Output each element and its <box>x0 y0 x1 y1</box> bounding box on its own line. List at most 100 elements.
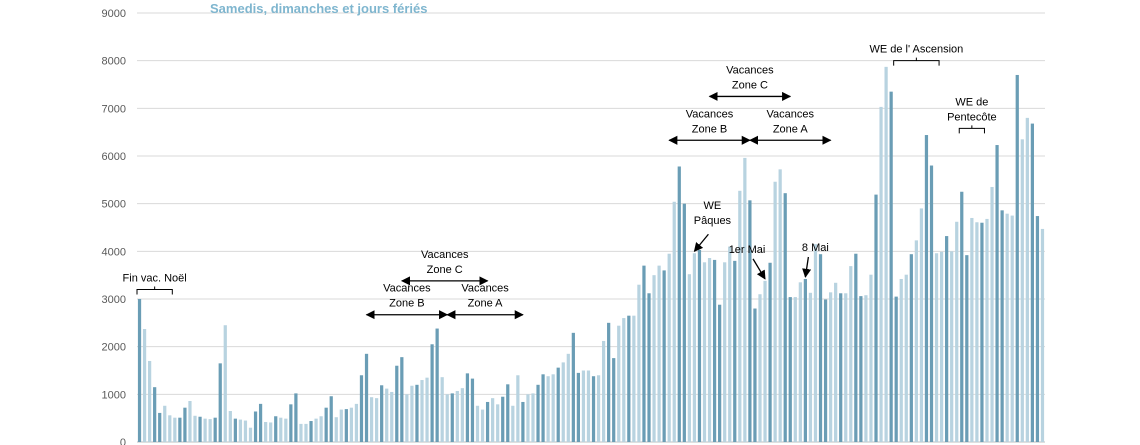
bar <box>1040 228 1045 442</box>
bar <box>874 194 878 442</box>
bar <box>410 385 414 442</box>
bar <box>652 275 656 442</box>
bar <box>248 427 253 442</box>
bar <box>627 315 631 442</box>
annotation-text: Vacances <box>421 249 469 261</box>
bar <box>960 191 964 442</box>
bar <box>712 259 717 442</box>
bar <box>849 266 853 442</box>
y-tick-label: 1000 <box>102 389 126 401</box>
bar <box>965 255 969 442</box>
bar <box>718 304 722 442</box>
bar <box>1020 139 1024 442</box>
bar <box>556 367 560 442</box>
bar <box>844 293 848 442</box>
y-tick-label: 6000 <box>102 151 126 163</box>
bar <box>879 106 883 443</box>
bar <box>511 405 515 442</box>
bar <box>400 357 404 442</box>
bar <box>707 258 712 442</box>
bar <box>475 405 480 442</box>
gridlines <box>137 12 1045 443</box>
bar <box>324 407 328 442</box>
bar <box>798 282 802 442</box>
bar <box>783 193 787 442</box>
annotation-label: Vacances Zone A <box>767 108 815 135</box>
annotation-label: Vacances Zone A <box>461 283 509 310</box>
annotation-text: Zone A <box>773 123 809 135</box>
bar <box>203 418 207 442</box>
bar <box>914 240 918 442</box>
bar <box>420 380 424 442</box>
bar <box>662 270 666 442</box>
bar <box>425 377 429 442</box>
bar <box>359 375 364 442</box>
bar <box>884 66 888 443</box>
bar <box>430 344 434 442</box>
annotation-text: Zone C <box>732 79 768 91</box>
bar <box>919 208 924 442</box>
y-tick-label: 0 <box>120 437 126 445</box>
bar <box>985 218 989 442</box>
bar <box>258 403 263 442</box>
bar <box>869 274 873 442</box>
bar <box>213 417 217 442</box>
bar <box>269 422 273 442</box>
bar <box>531 393 535 442</box>
bar <box>975 222 979 442</box>
bar <box>526 394 530 442</box>
bar <box>1000 210 1004 442</box>
bar <box>955 221 959 442</box>
bar <box>380 385 384 442</box>
bar <box>682 203 686 442</box>
bar <box>506 384 510 442</box>
annotation-label: Vacances Zone B <box>686 108 734 135</box>
annotation-bracket <box>958 125 985 134</box>
bar <box>385 388 389 442</box>
bar <box>158 412 162 442</box>
bar <box>743 157 747 442</box>
annotation-text: Pâques <box>694 215 732 227</box>
bar <box>284 418 288 442</box>
bar <box>470 378 475 442</box>
bar <box>289 404 293 442</box>
bar <box>581 370 586 442</box>
bar <box>829 292 833 442</box>
bar <box>702 262 707 442</box>
annotation-label: 1er Mai <box>729 244 766 256</box>
bar <box>899 278 903 442</box>
bar <box>667 253 671 442</box>
bar <box>839 293 843 442</box>
annotation-text: WE de l' Ascension <box>869 44 963 56</box>
annotation-label: Vacances Zone B <box>383 283 431 310</box>
bar <box>904 274 908 442</box>
bar <box>859 296 863 442</box>
annotation-pointer <box>693 233 709 252</box>
bar <box>970 217 974 442</box>
bar <box>1025 117 1029 443</box>
annotation-text: Zone B <box>389 298 424 310</box>
annotation-text: WE <box>704 200 722 212</box>
bar <box>354 403 359 442</box>
bar <box>536 384 540 442</box>
bar <box>163 405 167 442</box>
chart-title: Samedis, dimanches et jours fériés <box>210 1 427 16</box>
bar <box>622 318 626 442</box>
bar <box>733 260 737 442</box>
bar <box>642 265 646 442</box>
bar <box>566 353 570 442</box>
bar <box>657 265 661 442</box>
bar <box>375 398 379 442</box>
bar <box>1010 215 1014 442</box>
bar <box>647 293 651 442</box>
annotation-label: 8 Mai <box>802 242 829 254</box>
bar <box>950 251 954 442</box>
bar <box>339 409 343 442</box>
annotation-label: WE Pâques <box>694 200 732 227</box>
bar <box>218 363 222 442</box>
bar <box>778 169 782 442</box>
bar <box>496 404 500 442</box>
bar <box>723 262 727 442</box>
bar <box>1035 216 1040 442</box>
